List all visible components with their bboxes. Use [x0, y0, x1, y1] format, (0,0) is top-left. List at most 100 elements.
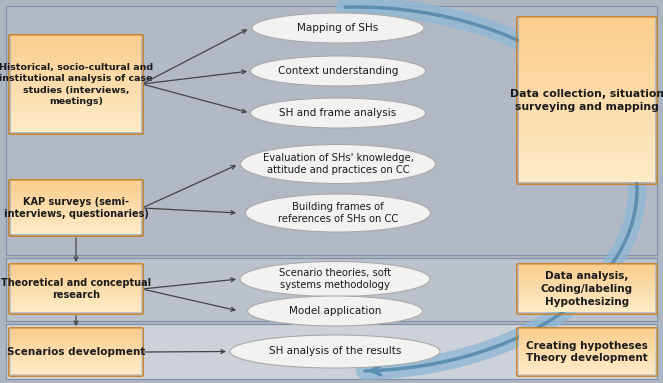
Text: Theoretical and conceptual
research: Theoretical and conceptual research: [1, 278, 151, 300]
Bar: [11, 353, 141, 354]
Bar: [11, 71, 141, 74]
Bar: [11, 271, 141, 272]
Bar: [11, 90, 141, 93]
Bar: [519, 354, 655, 355]
Text: Evaluation of SHs' knowledge,
attitude and practices on CC: Evaluation of SHs' knowledge, attitude a…: [263, 153, 414, 175]
Bar: [519, 341, 655, 343]
Bar: [11, 81, 141, 83]
Bar: [11, 182, 141, 184]
Bar: [519, 303, 655, 304]
Bar: [11, 301, 141, 302]
Text: Building frames of
references of SHs on CC: Building frames of references of SHs on …: [278, 202, 398, 224]
Bar: [11, 340, 141, 342]
Bar: [11, 206, 141, 208]
Bar: [11, 208, 141, 210]
Bar: [519, 352, 655, 353]
Bar: [519, 336, 655, 337]
Bar: [519, 329, 655, 330]
Bar: [11, 296, 141, 298]
Bar: [11, 196, 141, 197]
Ellipse shape: [241, 144, 436, 183]
Bar: [11, 185, 141, 187]
Bar: [11, 338, 141, 339]
Bar: [519, 364, 655, 366]
Bar: [519, 349, 655, 351]
Bar: [11, 349, 141, 351]
Bar: [11, 294, 141, 295]
Bar: [519, 87, 655, 91]
Text: KAP surveys (semi-
interviews, questionaries): KAP surveys (semi- interviews, questiona…: [3, 196, 149, 219]
Bar: [11, 37, 141, 40]
Bar: [11, 98, 141, 100]
Bar: [519, 274, 655, 276]
Bar: [519, 37, 655, 41]
Ellipse shape: [251, 98, 426, 128]
Bar: [11, 346, 141, 347]
Bar: [11, 372, 141, 374]
Bar: [11, 103, 141, 105]
Bar: [519, 54, 655, 58]
Bar: [519, 350, 655, 352]
Bar: [519, 367, 655, 368]
Bar: [519, 357, 655, 359]
Bar: [519, 62, 655, 66]
Bar: [6, 6, 657, 255]
Bar: [11, 39, 141, 42]
Bar: [11, 344, 141, 345]
Bar: [519, 286, 655, 288]
Bar: [11, 228, 141, 230]
Bar: [11, 357, 141, 359]
Bar: [519, 331, 655, 332]
Bar: [11, 331, 141, 332]
Bar: [11, 265, 141, 266]
Bar: [519, 282, 655, 283]
Bar: [11, 93, 141, 95]
Bar: [519, 111, 655, 116]
Bar: [519, 74, 655, 79]
Bar: [519, 340, 655, 342]
Bar: [11, 288, 141, 289]
Bar: [11, 303, 141, 304]
Bar: [519, 79, 655, 83]
Ellipse shape: [230, 335, 440, 368]
Bar: [519, 332, 655, 334]
Bar: [11, 309, 141, 311]
Bar: [519, 153, 655, 157]
Bar: [11, 308, 141, 309]
Bar: [11, 85, 141, 88]
Bar: [11, 354, 141, 355]
Text: Historical, socio-cultural and
institutional analysis of case
studies (interview: Historical, socio-cultural and instituti…: [0, 63, 153, 106]
Bar: [11, 189, 141, 191]
Bar: [519, 358, 655, 360]
Bar: [11, 333, 141, 335]
Bar: [11, 209, 141, 211]
Text: Model application: Model application: [289, 306, 381, 316]
Bar: [11, 361, 141, 362]
Bar: [519, 302, 655, 303]
Bar: [519, 95, 655, 99]
Bar: [519, 103, 655, 108]
Bar: [519, 50, 655, 54]
Bar: [519, 296, 655, 298]
Bar: [519, 265, 655, 266]
Bar: [11, 100, 141, 103]
Ellipse shape: [247, 296, 422, 326]
Bar: [11, 264, 141, 265]
Bar: [519, 360, 655, 361]
Bar: [519, 361, 655, 362]
Bar: [11, 216, 141, 218]
Bar: [11, 220, 141, 222]
Bar: [11, 42, 141, 44]
Bar: [519, 306, 655, 307]
Bar: [11, 205, 141, 207]
Bar: [519, 284, 655, 285]
Bar: [11, 224, 141, 226]
Bar: [519, 333, 655, 335]
Bar: [11, 74, 141, 76]
Bar: [519, 83, 655, 87]
Bar: [519, 347, 655, 349]
Bar: [11, 365, 141, 367]
Bar: [519, 268, 655, 270]
Bar: [519, 161, 655, 165]
Bar: [11, 356, 141, 358]
